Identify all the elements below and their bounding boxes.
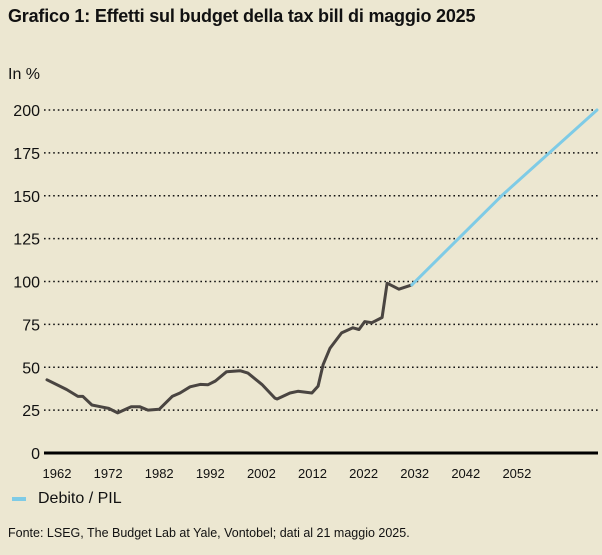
x-tick-label: 2012 [298,466,327,481]
x-tick-label: 2002 [247,466,276,481]
y-tick-label: 25 [22,403,40,420]
x-tick-label: 1962 [43,466,72,481]
legend-swatch [12,497,26,501]
y-tick-label: 150 [13,189,40,206]
y-tick-label: 75 [22,317,40,334]
x-tick-label: 2052 [502,466,531,481]
y-tick-label: 50 [22,360,40,377]
source-note: Fonte: LSEG, The Budget Lab at Yale, Von… [8,526,410,540]
x-tick-label: 2032 [400,466,429,481]
x-tick-label: 1992 [196,466,225,481]
series-line-historical [45,281,414,415]
y-tick-label: 125 [13,232,40,249]
y-axis-label: In % [8,66,41,83]
y-tick-label: 0 [31,446,40,463]
x-tick-label: 1972 [94,466,123,481]
x-tick-label: 2022 [349,466,378,481]
y-tick-label: 175 [13,146,40,163]
x-tick-label: 2042 [451,466,480,481]
legend-label: Debito / PIL [38,490,122,507]
y-tick-label: 100 [13,275,40,292]
y-tick-label: 200 [13,103,40,120]
legend: Debito / PIL [12,490,122,508]
x-tick-label: 1982 [145,466,174,481]
series-line-projection [410,108,599,287]
chart-title: Grafico 1: Effetti sul budget della tax … [8,6,476,26]
line-chart: 0 25 50 75 100 125 150 175 200 1962 1972 1982 1992 20… [13,103,599,481]
